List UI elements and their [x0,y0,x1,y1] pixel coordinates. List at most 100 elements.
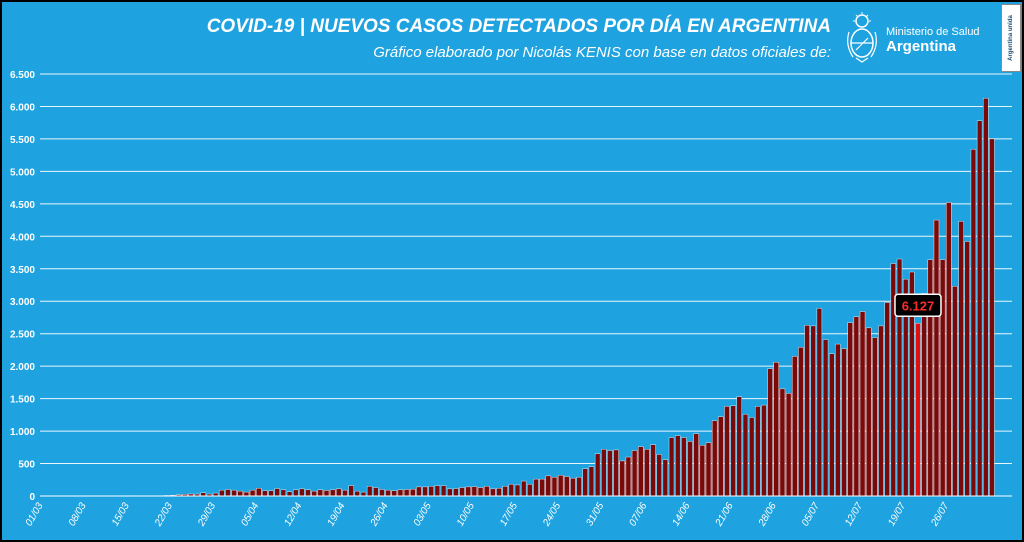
bar [884,302,890,497]
bar [366,486,373,497]
bar [748,417,755,497]
bar [779,388,786,497]
bar [576,476,582,497]
bar [681,437,687,497]
x-tick-label: 01/03 [24,501,46,529]
bar [989,138,995,497]
bar [434,485,441,497]
bar [785,393,792,497]
bar [792,356,798,497]
bar [502,486,508,497]
bar [668,437,675,497]
x-tick-label: 26/07 [929,501,952,529]
bar [551,476,558,497]
callout-box [894,293,942,318]
bar [385,489,391,497]
y-tick-label: 4.000 [10,232,35,243]
bar [773,362,779,497]
bar [557,475,564,497]
bar [755,406,761,497]
bar [705,442,712,497]
argentina-unida-badge: Argentina unida [1001,4,1021,72]
x-tick-label: 05/07 [800,501,822,529]
bar [299,488,305,497]
bar [477,487,484,497]
bar [262,490,268,497]
bar [508,484,515,497]
bar [872,337,878,497]
bar [354,490,360,497]
chart-subtitle: Gráfico elaborado por Nicolás KENIS con … [373,44,831,61]
x-tick-label: 07/06 [627,501,649,529]
x-tick-label: 05/04 [239,501,261,529]
x-tick-label: 12/07 [843,501,865,529]
bar [293,489,299,497]
y-tick-label: 500 [18,460,35,471]
x-tick-label: 19/07 [886,501,908,529]
y-tick-label: 2.500 [10,330,35,341]
bar [305,489,311,497]
x-tick-label: 19/04 [326,501,348,529]
bar [453,488,459,497]
bar [841,348,847,497]
x-tick-label: 22/03 [153,501,176,529]
x-tick-label: 21/06 [713,501,736,529]
y-tick-label: 6.000 [10,102,35,113]
bar [866,327,872,497]
bar [317,489,324,497]
bar [736,396,742,497]
bar [631,450,638,497]
bar [878,325,884,497]
bar [323,490,330,497]
bar [693,433,699,497]
bar [410,488,416,497]
bar [440,485,447,497]
bar [397,489,404,497]
bar [853,316,860,497]
y-tick-label: 6.500 [10,70,35,81]
bar [970,149,977,497]
bar [798,347,804,497]
ministry-logo: Ministerio de Salud Argentina [844,12,980,68]
x-tick-label: 10/05 [455,501,477,529]
bar [601,449,607,497]
bar [422,486,428,497]
bar [484,486,490,497]
bar [416,486,422,497]
bar [225,489,231,497]
bar [761,404,767,497]
bar [644,449,650,497]
ministry-country: Argentina [886,38,957,55]
x-tick-label: 26/04 [368,501,391,529]
bar [280,489,287,497]
bar [767,368,773,497]
bar [847,322,853,497]
x-tick-label: 24/05 [541,501,564,529]
bar [391,490,397,497]
bar [533,478,539,497]
bar [687,441,693,497]
bar [804,325,810,497]
bar [742,413,749,497]
bar [594,453,601,497]
bar [459,487,465,497]
bar [983,98,989,497]
bar [964,241,970,497]
bar [231,489,237,497]
bar [829,353,835,497]
bar [373,487,379,497]
bar [447,488,453,497]
bar [810,325,816,497]
bar [958,221,964,497]
bar [311,490,317,497]
ministry-name: Ministerio de Salud [886,26,980,38]
bar [921,293,927,497]
bar [607,450,613,497]
bar [348,485,354,497]
x-tick-label: 29/03 [196,501,219,529]
y-tick-label: 1.500 [10,395,35,406]
bar [329,489,336,497]
bar [256,488,262,497]
bar [952,286,958,497]
bar [822,339,829,497]
